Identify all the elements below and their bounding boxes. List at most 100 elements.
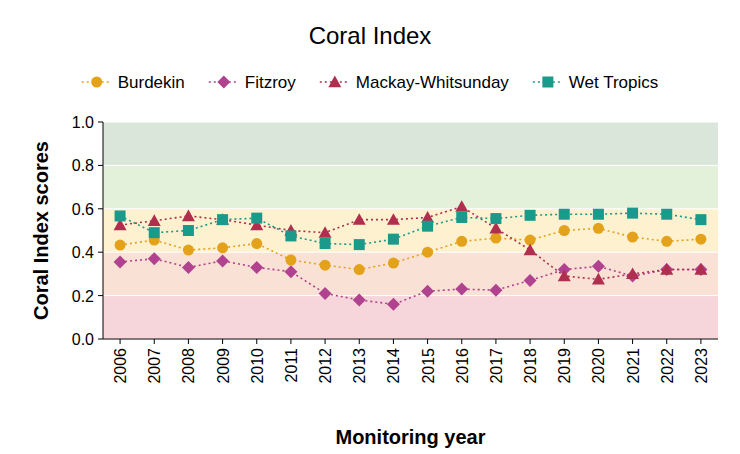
y-axis: [103, 122, 104, 339]
legend-marker: [217, 76, 230, 89]
legend-marker: [328, 76, 341, 88]
x-tick-label: 2023: [693, 348, 710, 384]
x-tick: [530, 339, 531, 344]
data-point: [353, 293, 366, 306]
y-tick-label: 0.2: [72, 288, 94, 305]
legend-label: Wet Tropics: [569, 73, 658, 92]
grid-line: [103, 339, 718, 340]
series: [115, 208, 707, 250]
data-point: [490, 213, 501, 224]
x-tick: [632, 339, 633, 344]
x-tick-label: 2010: [249, 348, 266, 384]
series: [115, 223, 707, 275]
data-point: [559, 225, 570, 236]
data-point: [216, 254, 229, 267]
data-point: [148, 252, 161, 265]
y-tick: [98, 252, 103, 253]
data-point: [388, 258, 399, 269]
x-tick-label: 2012: [317, 348, 334, 384]
legend-marker: [91, 77, 102, 88]
data-point: [388, 234, 399, 245]
x-tick: [666, 339, 667, 344]
x-tick-label: 2018: [522, 348, 539, 384]
data-point: [387, 298, 400, 311]
grid-line: [103, 165, 718, 166]
data-point: [217, 214, 228, 225]
data-point: [320, 238, 331, 249]
x-tick: [564, 339, 565, 344]
grid-line: [103, 295, 718, 296]
data-point: [627, 208, 638, 219]
x-tick: [120, 339, 121, 344]
data-point: [524, 274, 537, 287]
x-tick: [256, 339, 257, 344]
data-point: [182, 261, 195, 274]
data-point: [217, 242, 228, 253]
legend-label: Burdekin: [118, 73, 185, 92]
grid-line: [103, 208, 718, 209]
x-tick-label: 2011: [283, 348, 300, 383]
data-point: [694, 263, 707, 276]
data-point: [456, 212, 467, 223]
x-tick: [325, 339, 326, 344]
x-tick-label: 2021: [625, 348, 642, 384]
data-point: [114, 255, 127, 268]
y-tick: [98, 122, 103, 123]
y-tick: [98, 295, 103, 296]
data-point: [183, 225, 194, 236]
series: [114, 252, 708, 311]
data-point: [319, 226, 332, 238]
data-point: [216, 213, 229, 225]
score-band: [103, 252, 718, 295]
x-tick: [188, 339, 189, 344]
data-point: [489, 284, 502, 297]
x-tick-label: 2022: [659, 348, 676, 384]
legend-item: Wet Tropics: [533, 73, 658, 92]
data-point: [182, 209, 195, 221]
data-point: [284, 265, 297, 278]
data-point: [115, 210, 126, 221]
x-tick-label: 2013: [351, 348, 368, 384]
y-tick: [98, 339, 103, 340]
data-point: [695, 214, 706, 225]
legend-marker: [542, 77, 553, 88]
data-point: [524, 244, 537, 256]
grid-line: [103, 122, 718, 123]
data-point: [559, 209, 570, 220]
series-line: [120, 213, 701, 244]
legend-label: Fitzroy: [245, 73, 297, 92]
x-tick-label: 2017: [488, 348, 505, 384]
data-point: [115, 240, 126, 251]
data-point: [593, 223, 604, 234]
x-tick: [700, 339, 701, 344]
series-line: [120, 228, 701, 269]
x-tick: [427, 339, 428, 344]
data-point: [354, 239, 365, 250]
y-tick-label: 0.0: [72, 331, 94, 348]
data-point: [592, 273, 605, 285]
legend-item: Mackay-Whitsunday: [320, 73, 510, 92]
y-tick-label: 0.6: [72, 201, 94, 218]
x-tick-label: 2008: [180, 348, 197, 384]
data-point: [183, 245, 194, 256]
score-band: [103, 296, 718, 339]
chart: Coral Index0.00.20.40.60.81.020062007200…: [0, 0, 740, 454]
data-point: [490, 233, 501, 244]
data-point: [285, 255, 296, 266]
y-tick: [98, 208, 103, 209]
legend: Burdekin Fitzroy Mackay-Whitsunday Wet Trop…: [82, 73, 659, 92]
x-tick-label: 2020: [590, 348, 607, 384]
title: Coral Index: [309, 22, 432, 49]
data-point: [285, 230, 296, 241]
data-point: [422, 247, 433, 258]
x-tick: [461, 339, 462, 344]
y-tick-label: 1.0: [72, 114, 94, 131]
x-axis-label: Monitoring year: [335, 426, 485, 448]
data-point: [455, 200, 468, 212]
data-point: [319, 287, 332, 300]
x-tick: [290, 339, 291, 344]
data-point: [354, 264, 365, 275]
score-band: [103, 209, 718, 252]
data-point: [250, 261, 263, 274]
x-tick-label: 2016: [454, 348, 471, 384]
